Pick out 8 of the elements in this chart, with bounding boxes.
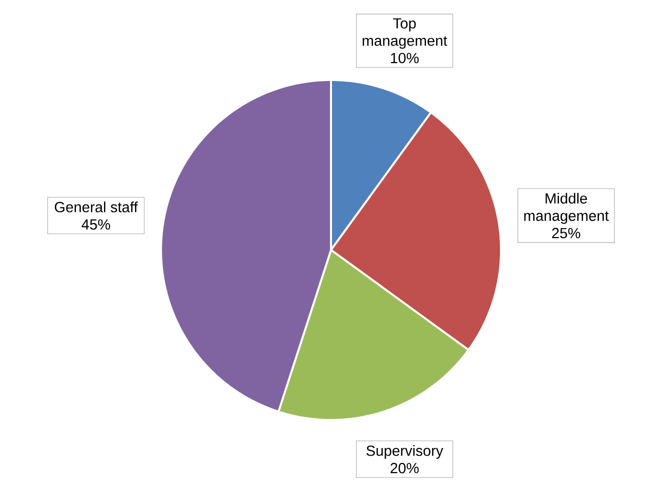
data-label: 10% bbox=[390, 52, 419, 64]
slice-label: Top management bbox=[362, 18, 448, 49]
slice-label: Supervisory bbox=[366, 445, 444, 459]
slice-label: General staff bbox=[54, 202, 138, 212]
slice-label: Middle management bbox=[524, 192, 609, 224]
data-label: 25% bbox=[552, 228, 580, 238]
data-label: 45% bbox=[82, 219, 110, 230]
data-label: 20% bbox=[390, 462, 419, 474]
